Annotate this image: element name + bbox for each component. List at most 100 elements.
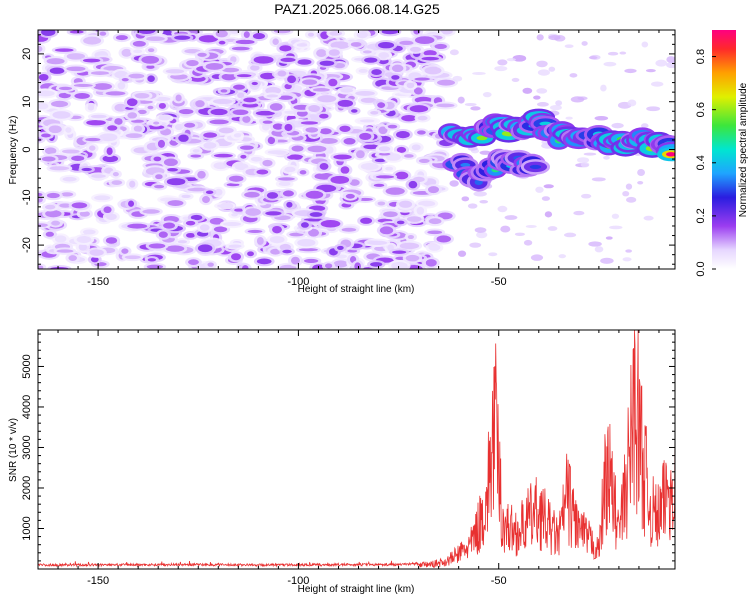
heatmap-cell [511, 77, 520, 82]
heatmap-cell [203, 142, 217, 149]
heatmap-cell [251, 81, 258, 86]
heatmap-cell [396, 146, 407, 153]
heatmap-cell [497, 205, 508, 213]
heatmap-cell [611, 122, 624, 129]
heatmap-cell [543, 184, 554, 189]
heatmap-y-ticks: -20 -10 0 10 20 [21, 34, 675, 265]
heatmap-cell [129, 180, 136, 188]
heatmap-cell [549, 104, 562, 111]
heatmap-cell [137, 109, 147, 115]
heatmap-cell [279, 45, 292, 52]
heatmap-cell [473, 191, 487, 197]
heatmap-cell [449, 180, 459, 187]
heatmap-cell [202, 196, 210, 204]
heatmap-cell [600, 257, 614, 264]
heatmap-cell [73, 83, 93, 87]
heatmap-cell [378, 152, 391, 156]
x-tick-label: -50 [491, 575, 507, 587]
heatmap-cell [272, 225, 282, 234]
heatmap-cell [265, 86, 281, 95]
heatmap-cell [131, 119, 144, 123]
heatmap-cell [54, 235, 67, 243]
heatmap-cell [406, 82, 415, 89]
heatmap-cell [245, 208, 261, 216]
heatmap-cell [581, 41, 588, 46]
heatmap-cell [147, 258, 157, 262]
heatmap-cell [188, 259, 199, 266]
heatmap-cell [611, 213, 620, 219]
heatmap-cell [286, 201, 293, 208]
y-tick-label: -20 [21, 237, 33, 253]
heatmap-cell [126, 98, 138, 107]
heatmap-cell [163, 222, 176, 229]
heatmap-cell [212, 98, 233, 105]
heatmap-cell [354, 262, 361, 269]
heatmap-cell [252, 33, 266, 40]
heatmap-cell [46, 192, 60, 199]
heatmap-cell [241, 265, 249, 269]
heatmap-cell [391, 75, 400, 80]
heatmap-cell [78, 243, 88, 251]
heatmap-cell [147, 105, 154, 110]
colorbar-label: Normalized spectral amplitude [738, 82, 749, 217]
heatmap-cell [417, 115, 428, 121]
heatmap-cell [125, 133, 143, 139]
heatmap-cell [79, 210, 90, 217]
heatmap-cell [267, 150, 287, 155]
heatmap-cell [637, 169, 645, 176]
heatmap-cell [609, 225, 623, 230]
x-tick-label: -50 [491, 276, 507, 288]
heatmap-cell [38, 265, 44, 269]
heatmap-cell [320, 220, 341, 228]
colorbar-tick-label: 0.6 [695, 102, 707, 117]
heatmap-cell [76, 236, 92, 243]
heatmap-cell [289, 232, 304, 237]
heatmap-cell [378, 41, 395, 49]
heatmap-cell [197, 52, 207, 57]
heatmap-peak [665, 152, 675, 157]
heatmap-cell [536, 88, 548, 94]
heatmap-cell [90, 256, 99, 263]
heatmap-cell [319, 162, 329, 170]
heatmap-cell [345, 193, 355, 199]
heatmap-cell [548, 66, 556, 72]
heatmap-cell [427, 230, 443, 235]
heatmap-cell [387, 124, 398, 129]
heatmap-cell [51, 220, 61, 226]
heatmap-cell [198, 35, 219, 43]
heatmap-cell [302, 79, 318, 85]
heatmap-cell [65, 127, 72, 133]
heatmap-cell [38, 197, 43, 203]
heatmap-cell [146, 264, 164, 269]
heatmap-cell [307, 32, 315, 37]
heatmap-cell [404, 154, 414, 158]
heatmap-cell [284, 123, 293, 132]
heatmap-cell [391, 261, 408, 269]
heatmap-cell [121, 248, 129, 254]
heatmap-cell [303, 258, 319, 263]
heatmap-cell [184, 122, 196, 128]
heatmap-cell [166, 178, 186, 186]
heatmap-cell [548, 35, 561, 41]
heatmap-cell [536, 60, 548, 68]
heatmap-cell [45, 210, 62, 218]
snr-frame [37, 329, 676, 570]
heatmap-cell [247, 251, 254, 257]
heatmap-cell [399, 242, 420, 250]
heatmap-cell [655, 59, 668, 67]
heatmap-cell [49, 166, 70, 171]
heatmap-cell [48, 125, 62, 134]
heatmap-cell [330, 41, 350, 49]
heatmap-cell [460, 162, 471, 168]
heatmap-cell [62, 176, 77, 182]
colorbar-tick-label: 0.4 [695, 155, 707, 170]
heatmap-cell [362, 50, 372, 54]
colorbar-ticks: 0.0 0.2 0.4 0.6 0.8 [695, 49, 716, 277]
heatmap-cell [155, 174, 163, 180]
heatmap-cell [133, 49, 143, 54]
heatmap-cell [114, 118, 123, 125]
heatmap-cell [580, 162, 590, 168]
heatmap-cell [605, 236, 613, 240]
heatmap-cell [377, 102, 386, 108]
